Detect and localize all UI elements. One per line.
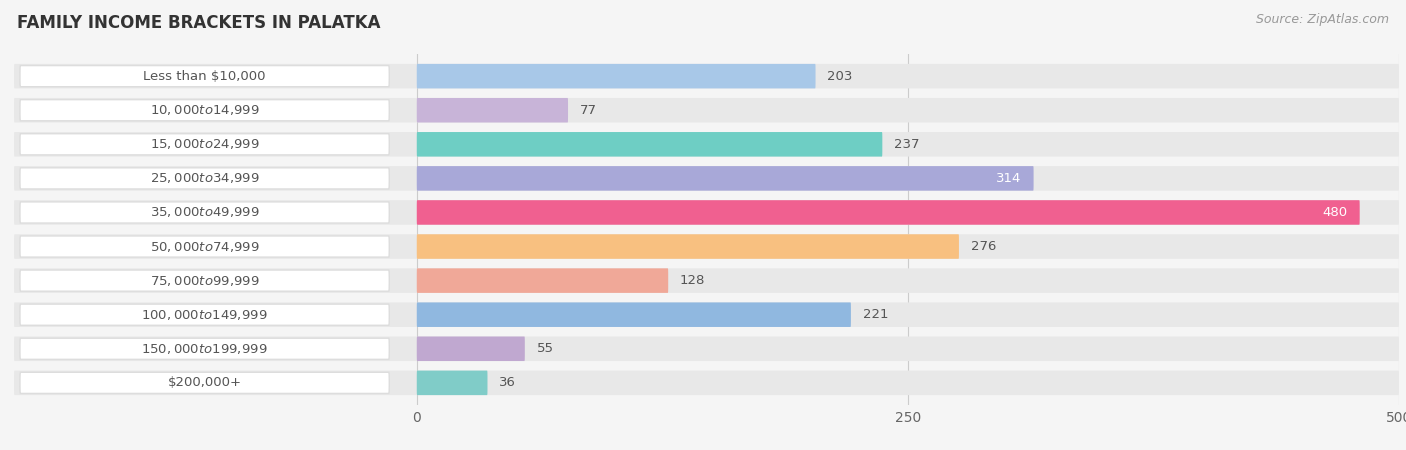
FancyBboxPatch shape [20,99,389,121]
Text: 221: 221 [863,308,889,321]
Text: $200,000+: $200,000+ [167,376,242,389]
FancyBboxPatch shape [416,98,568,122]
Text: 276: 276 [970,240,995,253]
Text: 314: 314 [997,172,1022,185]
Text: $50,000 to $74,999: $50,000 to $74,999 [150,239,260,253]
FancyBboxPatch shape [20,304,389,325]
FancyBboxPatch shape [20,372,389,393]
FancyBboxPatch shape [14,132,1399,157]
FancyBboxPatch shape [20,236,389,257]
FancyBboxPatch shape [416,166,1033,191]
Text: $15,000 to $24,999: $15,000 to $24,999 [150,137,260,151]
Text: 77: 77 [579,104,596,117]
Text: FAMILY INCOME BRACKETS IN PALATKA: FAMILY INCOME BRACKETS IN PALATKA [17,14,381,32]
FancyBboxPatch shape [416,268,668,293]
Text: 203: 203 [827,70,852,83]
FancyBboxPatch shape [14,371,1399,395]
FancyBboxPatch shape [20,270,389,291]
FancyBboxPatch shape [14,337,1399,361]
FancyBboxPatch shape [416,234,959,259]
FancyBboxPatch shape [416,64,815,88]
Text: Source: ZipAtlas.com: Source: ZipAtlas.com [1256,14,1389,27]
FancyBboxPatch shape [20,168,389,189]
FancyBboxPatch shape [14,64,1399,88]
Text: 480: 480 [1323,206,1348,219]
FancyBboxPatch shape [14,268,1399,293]
FancyBboxPatch shape [20,338,389,360]
Text: 55: 55 [537,342,554,355]
FancyBboxPatch shape [14,302,1399,327]
FancyBboxPatch shape [14,200,1399,225]
FancyBboxPatch shape [14,234,1399,259]
FancyBboxPatch shape [416,302,851,327]
FancyBboxPatch shape [416,132,883,157]
FancyBboxPatch shape [14,166,1399,191]
FancyBboxPatch shape [20,134,389,155]
FancyBboxPatch shape [20,66,389,87]
FancyBboxPatch shape [416,337,524,361]
Text: 36: 36 [499,376,516,389]
FancyBboxPatch shape [416,371,488,395]
FancyBboxPatch shape [20,202,389,223]
Text: $35,000 to $49,999: $35,000 to $49,999 [150,206,260,220]
Text: 128: 128 [681,274,706,287]
Text: $25,000 to $34,999: $25,000 to $34,999 [150,171,260,185]
Text: Less than $10,000: Less than $10,000 [143,70,266,83]
FancyBboxPatch shape [416,200,1360,225]
Text: $150,000 to $199,999: $150,000 to $199,999 [142,342,269,356]
Text: $75,000 to $99,999: $75,000 to $99,999 [150,274,260,288]
Text: $10,000 to $14,999: $10,000 to $14,999 [150,103,260,117]
FancyBboxPatch shape [14,98,1399,122]
Text: 237: 237 [894,138,920,151]
Text: $100,000 to $149,999: $100,000 to $149,999 [142,308,269,322]
